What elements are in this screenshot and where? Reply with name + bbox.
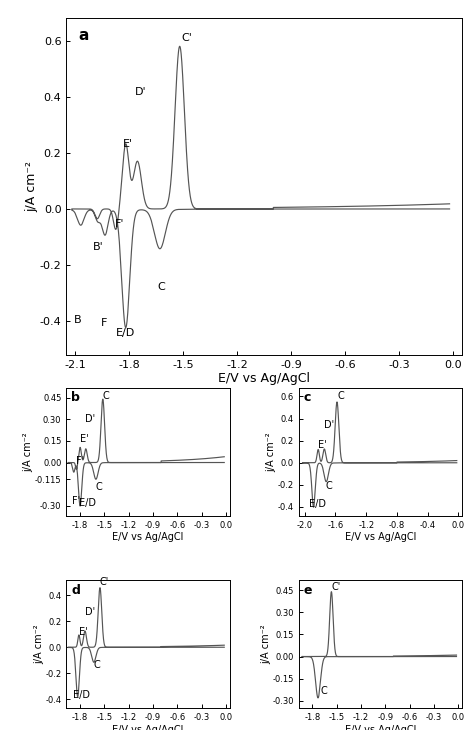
Text: C: C [337, 391, 344, 401]
Text: D': D' [85, 415, 96, 424]
Text: D': D' [84, 607, 95, 618]
Y-axis label: j/A cm⁻²: j/A cm⁻² [266, 432, 276, 472]
Text: E/D: E/D [73, 690, 90, 699]
Text: F': F' [76, 456, 84, 466]
Text: E/D: E/D [309, 499, 326, 509]
Text: C: C [102, 391, 109, 401]
Text: E': E' [79, 627, 88, 637]
Y-axis label: j/A cm⁻²: j/A cm⁻² [24, 432, 34, 472]
Text: F': F' [72, 496, 80, 507]
X-axis label: E/V vs Ag/AgCl: E/V vs Ag/AgCl [345, 532, 416, 542]
Text: D': D' [324, 420, 335, 430]
Y-axis label: j/A cm⁻²: j/A cm⁻² [34, 624, 44, 664]
Text: C': C' [331, 583, 341, 593]
X-axis label: E/V vs Ag/AgCl: E/V vs Ag/AgCl [345, 725, 416, 730]
Y-axis label: j/A cm⁻²: j/A cm⁻² [261, 624, 271, 664]
Text: E': E' [123, 139, 133, 149]
Text: C: C [157, 282, 165, 292]
Text: C: C [95, 482, 102, 492]
Y-axis label: j/A cm⁻²: j/A cm⁻² [26, 161, 38, 212]
Text: E': E' [80, 434, 88, 444]
Text: F: F [100, 318, 107, 328]
X-axis label: E/V vs Ag/AgCl: E/V vs Ag/AgCl [112, 725, 184, 730]
Text: C: C [93, 660, 100, 670]
Text: a: a [78, 28, 89, 43]
Text: e: e [303, 584, 312, 596]
Text: D': D' [135, 87, 146, 97]
Text: B': B' [92, 242, 103, 253]
Text: c: c [303, 391, 311, 404]
Text: E/D: E/D [79, 498, 96, 508]
Text: b: b [71, 391, 80, 404]
Text: C: C [326, 481, 333, 491]
Text: C': C' [100, 577, 109, 587]
Text: d: d [71, 584, 80, 596]
Text: E/D: E/D [116, 328, 135, 338]
X-axis label: E/V vs Ag/AgCl: E/V vs Ag/AgCl [112, 532, 184, 542]
Text: B: B [73, 315, 81, 326]
Text: F': F' [115, 218, 125, 228]
Text: E': E' [318, 440, 327, 450]
Text: C': C' [182, 34, 192, 44]
Text: C: C [321, 685, 328, 696]
X-axis label: E/V vs Ag/AgCl: E/V vs Ag/AgCl [218, 372, 310, 385]
